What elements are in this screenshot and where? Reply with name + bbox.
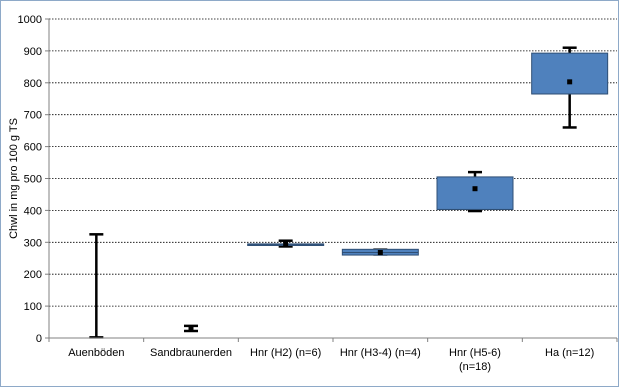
- box-5: [531, 52, 609, 95]
- y-tick-label-0: 0: [36, 333, 42, 345]
- x-category-label-4-line2: (n=18): [459, 361, 491, 373]
- box-group-5: [531, 46, 609, 129]
- y-axis-ticks: 0 100 200 300 400 500 600 700 800 900 1000: [18, 14, 49, 345]
- y-tick-label-600: 600: [24, 142, 42, 154]
- mean-marker-3: [377, 250, 383, 256]
- y-tick-label-900: 900: [24, 46, 42, 58]
- mean-marker-5: [567, 79, 573, 85]
- y-tick-label-200: 200: [24, 269, 42, 281]
- boxes-layer: [89, 46, 609, 339]
- x-category-label-0: Auenböden: [68, 347, 124, 359]
- x-category-label-4: Hnr (H5-6): [449, 347, 501, 359]
- box-group-1: [184, 324, 198, 333]
- mean-marker-4: [472, 186, 478, 192]
- x-category-label-2: Hnr (H2) (n=6): [250, 347, 321, 359]
- box-4: [436, 176, 514, 210]
- mean-marker-2: [283, 241, 289, 247]
- y-axis-label: Chwl in mg pro 100 g TS: [8, 118, 20, 239]
- box-group-3: [341, 248, 419, 256]
- x-category-label-3: Hnr (H3-4) (n=4): [340, 347, 421, 359]
- y-tick-label-500: 500: [24, 174, 42, 186]
- axes: [48, 19, 618, 342]
- y-tick-label-700: 700: [24, 110, 42, 122]
- mean-marker-1: [188, 325, 194, 331]
- x-category-label-1: Sandbraunerden: [150, 347, 232, 359]
- box-group-2: [247, 239, 325, 248]
- y-tick-label-300: 300: [24, 237, 42, 249]
- y-tick-label-800: 800: [24, 78, 42, 90]
- y-tick-label-400: 400: [24, 205, 42, 217]
- box-group-0: [89, 233, 104, 339]
- box-group-4: [436, 170, 514, 213]
- x-category-label-5: Ha (n=12): [545, 347, 594, 359]
- y-tick-label-100: 100: [24, 301, 42, 313]
- x-axis-labels: Auenböden Sandbraunerden Hnr (H2) (n=6) Hnr…: [68, 347, 594, 373]
- y-tick-label-1000: 1000: [18, 14, 42, 26]
